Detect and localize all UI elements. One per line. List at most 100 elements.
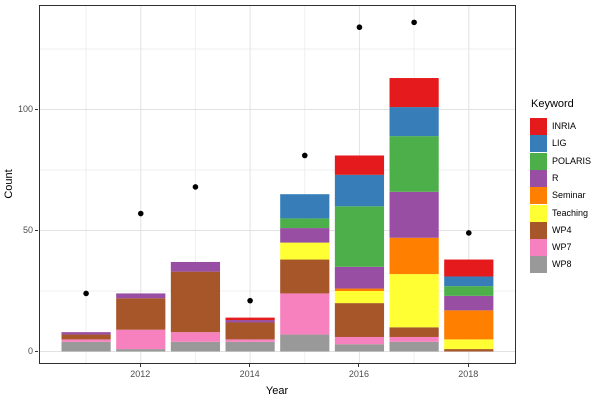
bar-segment-Seminar [443, 310, 493, 340]
y-tick-label: 50 [22, 225, 33, 235]
bar-segment-WP4 [334, 303, 384, 337]
x-tick-mark [139, 364, 141, 367]
bar-segment-POLARIS [443, 286, 493, 296]
legend-swatch-icon [530, 256, 547, 274]
bar-segment-WP8 [334, 344, 384, 352]
legend-swatch-icon [530, 118, 547, 135]
y-tick-label: 100 [17, 104, 33, 114]
x-tick-label: 2014 [239, 369, 260, 379]
bar-segment-WP7 [61, 339, 111, 342]
bar-segment-WP4 [115, 298, 165, 330]
bar-segment-WP4 [170, 271, 220, 333]
legend-item-label: WP8 [552, 259, 572, 270]
x-axis-title: Year [265, 385, 289, 397]
data-point [246, 297, 253, 304]
bar-segment-R [115, 293, 165, 299]
bar-segment-LIG [334, 174, 384, 207]
y-tick-mark [35, 351, 38, 352]
bar-segment-Teaching [279, 242, 329, 260]
bar-segment-Seminar [334, 288, 384, 291]
bar-segment-WP7 [115, 329, 165, 350]
bar-segment-WP4 [61, 334, 111, 340]
legend-item-label: WP7 [552, 242, 572, 253]
data-point [192, 184, 198, 190]
legend-item-label: Seminar [552, 190, 586, 201]
legend-swatch-icon [530, 135, 547, 153]
bar-segment-POLARIS [279, 218, 329, 229]
legend-item-R: R [530, 169, 600, 187]
legend-swatch-icon [530, 187, 547, 205]
bar-segment-Seminar [389, 237, 439, 275]
bar-segment-POLARIS [389, 136, 439, 192]
bar-segment-WP4 [443, 349, 493, 352]
legend-item-WP8: WP8 [530, 256, 600, 274]
bar-segment-Teaching [389, 274, 439, 328]
bar-segment-WP8 [61, 341, 111, 352]
x-tick-mark [467, 364, 469, 367]
bar-segment-Teaching [334, 291, 384, 304]
bar-segment-R [170, 261, 220, 272]
legend-item-label: Teaching [552, 207, 589, 218]
legend-item-label: WP4 [552, 224, 572, 235]
bar-segment-LIG [389, 107, 439, 137]
y-tick-mark [35, 230, 38, 231]
legend: Keyword INRIA LIG POLARIS R Seminar Teaching W… [530, 98, 600, 283]
bar-segment-WP8 [170, 341, 220, 352]
legend-item-POLARIS: POLARIS [530, 152, 600, 170]
x-tick-label: 2012 [130, 369, 151, 379]
panel-border [38, 5, 516, 364]
x-tick-label: 2016 [348, 369, 369, 379]
x-tick-mark [358, 364, 360, 367]
legend-item-WP4: WP4 [530, 221, 600, 239]
bar-segment-WP8 [389, 341, 439, 352]
legend-swatch-icon [530, 221, 547, 239]
bar-segment-WP8 [279, 334, 329, 352]
legend-item-label: LIG [552, 138, 567, 149]
bar-segment-POLARIS [334, 206, 384, 267]
bar-segment-WP7 [334, 336, 384, 345]
legend-item-LIG: LIG [530, 135, 600, 153]
bar-segment-R [389, 191, 439, 238]
bar-segment-INRIA [389, 78, 439, 108]
legend-title: Keyword [531, 98, 574, 110]
bar-segment-WP7 [389, 336, 439, 342]
y-tick-label: 0 [27, 346, 33, 356]
legend-item-label: POLARIS [552, 155, 592, 166]
x-tick-mark [249, 364, 251, 367]
bar-segment-Teaching [443, 339, 493, 350]
legend-item-WP7: WP7 [530, 239, 600, 257]
bar-segment-R [61, 332, 111, 335]
legend-item-Teaching: Teaching [530, 204, 600, 222]
data-point [301, 152, 308, 159]
bar-segment-R [443, 295, 493, 311]
legend-swatch-icon [530, 204, 547, 222]
bar-segment-INRIA [225, 317, 275, 321]
data-point [137, 210, 144, 217]
bar-segment-R [225, 320, 275, 323]
bar-segment-INRIA [443, 259, 493, 277]
bar-segment-LIG [443, 276, 493, 287]
legend-item-INRIA: INRIA [530, 118, 600, 135]
legend-item-label: INRIA [552, 121, 577, 131]
bar-segment-WP8 [115, 349, 165, 352]
bar-segment-R [279, 228, 329, 243]
bar-segment-WP7 [170, 332, 220, 342]
legend-swatch-icon [530, 169, 547, 187]
legend-swatch-icon [530, 239, 547, 257]
bar-segment-WP7 [279, 293, 329, 335]
x-tick-label: 2018 [458, 369, 479, 379]
plot-panel [38, 5, 516, 364]
data-point [82, 290, 89, 297]
y-tick-mark [35, 109, 38, 110]
data-point [410, 19, 417, 26]
legend-item-label: R [552, 172, 559, 183]
bar-segment-WP4 [279, 259, 329, 294]
bar-segment-R [334, 266, 384, 289]
bar-segment-INRIA [334, 155, 384, 175]
bar-segment-WP8 [225, 341, 275, 352]
bar-segment-WP4 [389, 327, 439, 337]
y-axis-title: Count [3, 169, 15, 199]
legend-swatch-icon [530, 152, 547, 170]
data-point [465, 230, 472, 236]
